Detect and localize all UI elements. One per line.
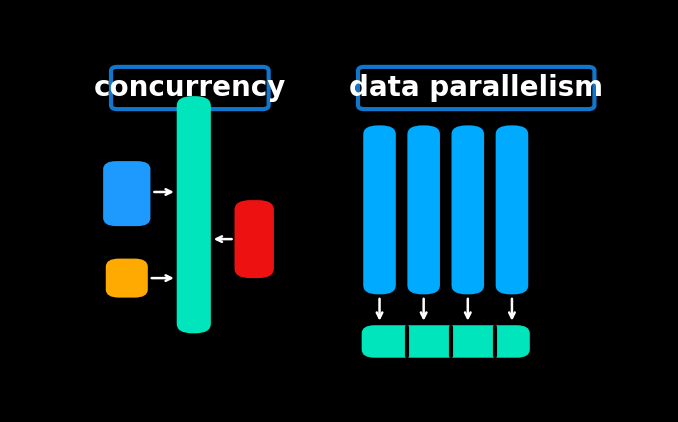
FancyBboxPatch shape xyxy=(106,259,148,298)
FancyBboxPatch shape xyxy=(407,125,440,295)
Text: concurrency: concurrency xyxy=(94,74,286,102)
FancyBboxPatch shape xyxy=(111,67,268,109)
FancyBboxPatch shape xyxy=(235,200,274,278)
FancyBboxPatch shape xyxy=(358,67,595,109)
FancyBboxPatch shape xyxy=(496,125,528,295)
FancyBboxPatch shape xyxy=(452,125,484,295)
Text: data parallelism: data parallelism xyxy=(349,74,603,102)
FancyBboxPatch shape xyxy=(363,125,396,295)
FancyBboxPatch shape xyxy=(361,325,530,358)
FancyBboxPatch shape xyxy=(177,96,211,333)
FancyBboxPatch shape xyxy=(103,161,151,226)
